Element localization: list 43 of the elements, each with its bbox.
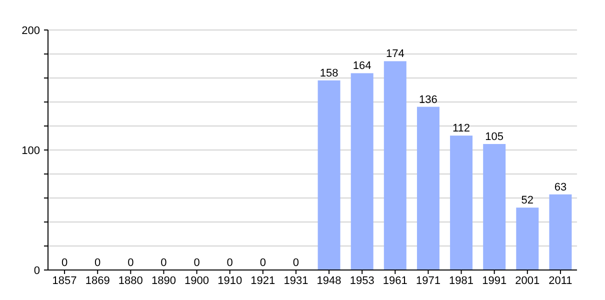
x-tick-label: 1869 [85, 275, 110, 287]
data-label: 0 [194, 257, 200, 269]
x-tick-label: 1953 [350, 275, 374, 287]
y-tick-label: 0 [34, 264, 40, 277]
x-tick-label: 1890 [151, 275, 176, 287]
bar [384, 61, 406, 270]
data-label: 136 [419, 94, 438, 106]
data-label: 0 [160, 257, 167, 269]
data-label: 174 [386, 48, 404, 60]
x-tick-label: 1948 [316, 275, 342, 287]
data-label: 0 [292, 257, 300, 269]
x-tick-label: 1931 [284, 275, 308, 287]
bar [549, 194, 572, 270]
data-label: 0 [226, 257, 233, 269]
x-tick-label: 1981 [449, 275, 474, 287]
x-tick-label: 1921 [250, 275, 276, 287]
data-label: 164 [352, 60, 372, 72]
data-label: 63 [554, 181, 567, 194]
data-label: 0 [61, 257, 68, 269]
x-tick-label: 1910 [218, 275, 242, 287]
data-label: 52 [521, 194, 534, 207]
data-label: 158 [320, 67, 338, 80]
bar [516, 208, 539, 270]
data-label: 105 [485, 131, 504, 143]
x-tick-label: 1900 [184, 275, 210, 287]
x-tick-label: 1961 [382, 275, 408, 287]
bar [350, 73, 374, 270]
data-label: 0 [260, 257, 266, 269]
x-tick-label: 2001 [515, 275, 540, 287]
bar [318, 80, 340, 270]
data-label: 0 [128, 257, 134, 269]
y-tick-label: 200 [22, 24, 40, 37]
x-tick-label: 1971 [416, 275, 440, 287]
x-tick-label: 1880 [118, 275, 143, 287]
x-tick-label: 2011 [548, 275, 572, 287]
data-label: 112 [452, 122, 470, 135]
data-label: 0 [94, 257, 101, 269]
bar [483, 144, 506, 270]
x-tick-label: 1857 [52, 275, 77, 287]
bar [416, 106, 440, 270]
bar [450, 136, 473, 270]
y-tick-label: 100 [22, 144, 40, 157]
x-tick-label: 1991 [482, 275, 507, 287]
